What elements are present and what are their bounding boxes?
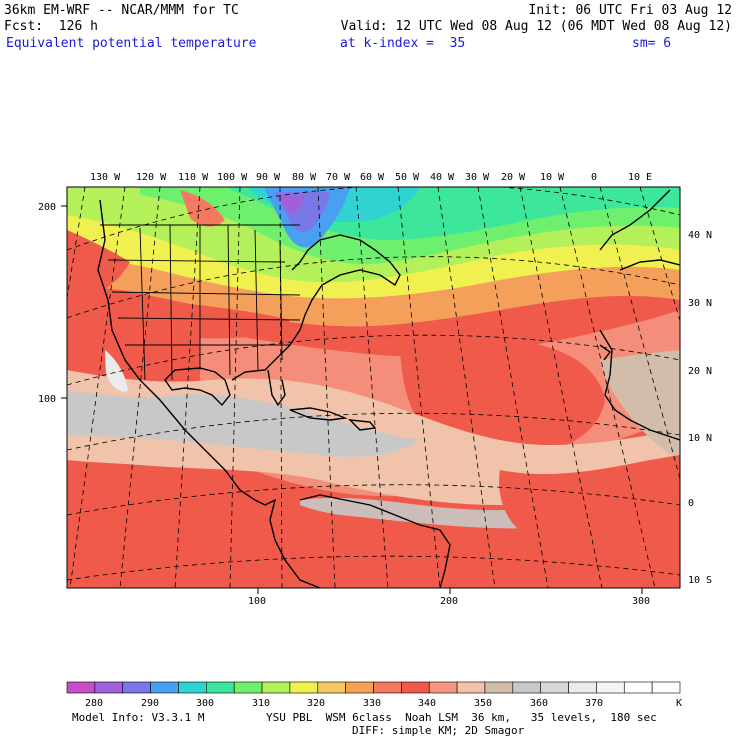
colorbar-label: 320 bbox=[307, 698, 325, 709]
grid-label-left: 100 bbox=[38, 394, 56, 405]
lat-label: 10 N bbox=[688, 433, 712, 444]
lat-label: 30 N bbox=[688, 298, 712, 309]
colorbar-label: 330 bbox=[363, 698, 381, 709]
colorbar-swatch bbox=[122, 681, 151, 694]
init-time: Init: 06 UTC Fri 03 Aug 12 bbox=[528, 3, 733, 18]
colorbar-swatch bbox=[484, 681, 514, 694]
colorbar-swatch bbox=[66, 681, 96, 694]
colorbar-swatch bbox=[178, 681, 207, 694]
lon-label: 50 W bbox=[395, 172, 420, 183]
lon-label: 10 W bbox=[540, 172, 565, 183]
longitude-labels: 130 W 120 W 110 W 100 W 90 W 80 W 70 W 6… bbox=[90, 172, 652, 183]
colorbar-swatch bbox=[317, 681, 346, 694]
colorbar-label: 310 bbox=[252, 698, 270, 709]
model-info: Model Info: V3.3.1 M bbox=[72, 711, 205, 724]
graticule bbox=[67, 187, 680, 588]
colorbar-unit: K bbox=[676, 698, 682, 709]
colorbar-labels: 280 290 300 310 320 330 340 350 360 370 … bbox=[85, 698, 682, 709]
grid-label-left: 200 bbox=[38, 202, 56, 213]
lon-label: 70 W bbox=[326, 172, 351, 183]
lon-label: 10 E bbox=[628, 172, 652, 183]
lon-label: 110 W bbox=[178, 172, 209, 183]
grid-label-bottom: 300 bbox=[632, 596, 650, 607]
valid-time: Valid: 12 UTC Wed 08 Aug 12 (06 MDT Wed … bbox=[340, 19, 732, 34]
lon-label: 90 W bbox=[256, 172, 281, 183]
field-name: Equivalent potential temperature bbox=[6, 36, 257, 51]
colorbar-label: 290 bbox=[141, 698, 159, 709]
colorbar-swatch bbox=[233, 681, 263, 694]
colorbar-swatch bbox=[150, 681, 179, 694]
colorbar-swatch bbox=[651, 681, 681, 694]
grid-label-bottom: 100 bbox=[248, 596, 266, 607]
colorbar-label: 280 bbox=[85, 698, 103, 709]
colorbar-swatch bbox=[206, 681, 235, 694]
lon-label: 130 W bbox=[90, 172, 121, 183]
lon-label: 40 W bbox=[430, 172, 455, 183]
diffusion-info: DIFF: simple KM; 2D Smagor bbox=[352, 724, 525, 737]
colorbar-label: 350 bbox=[474, 698, 492, 709]
colorbar-swatch bbox=[512, 681, 541, 694]
colorbar-swatch bbox=[623, 681, 653, 694]
theta-e-field bbox=[67, 187, 680, 588]
lon-label: 30 W bbox=[465, 172, 490, 183]
physics-info: YSU PBL WSM 6class Noah LSM 36 km, 35 le… bbox=[266, 711, 657, 724]
colorbar-swatch bbox=[428, 681, 458, 694]
colorbar-label: 300 bbox=[196, 698, 214, 709]
political-borders bbox=[100, 224, 301, 381]
lon-label: 0 bbox=[591, 172, 597, 183]
colorbar-swatch bbox=[261, 681, 291, 694]
color-bar bbox=[66, 681, 681, 694]
vertical-level: at k-index = 35 bbox=[340, 36, 466, 51]
lon-label: 20 W bbox=[501, 172, 526, 183]
colorbar-swatch bbox=[568, 681, 597, 694]
lat-label: 20 N bbox=[688, 366, 712, 377]
forecast-hour: Fcst: 126 h bbox=[4, 19, 98, 34]
colorbar-swatch bbox=[289, 681, 319, 694]
colorbar-swatch bbox=[373, 681, 402, 694]
lat-label: 40 N bbox=[688, 230, 712, 241]
lat-label: 10 S bbox=[688, 575, 712, 586]
colorbar-label: 340 bbox=[418, 698, 436, 709]
model-title: 36km EM-WRF -- NCAR/MMM for TC bbox=[4, 3, 239, 18]
lon-label: 60 W bbox=[360, 172, 385, 183]
grid-ticks bbox=[61, 205, 643, 594]
coastlines bbox=[97, 189, 680, 588]
grid-label-bottom: 200 bbox=[440, 596, 458, 607]
grid-index-labels: 200 100 100 200 300 bbox=[38, 202, 650, 607]
lon-label: 80 W bbox=[292, 172, 317, 183]
colorbar-swatch bbox=[401, 681, 430, 694]
lat-label: 0 bbox=[688, 498, 694, 509]
colorbar-swatch bbox=[456, 681, 486, 694]
lon-label: 100 W bbox=[217, 172, 248, 183]
colorbar-label: 360 bbox=[530, 698, 548, 709]
map-frame bbox=[66, 186, 681, 589]
lon-label: 120 W bbox=[136, 172, 167, 183]
colorbar-swatch bbox=[596, 681, 625, 694]
smoothing-value: sm= 6 bbox=[632, 36, 672, 51]
latitude-labels: 40 N 30 N 20 N 10 N 0 10 S bbox=[688, 230, 712, 586]
colorbar-label: 370 bbox=[585, 698, 603, 709]
colorbar-swatch bbox=[345, 681, 374, 694]
colorbar-swatch bbox=[540, 681, 569, 694]
colorbar-swatch bbox=[94, 681, 124, 694]
